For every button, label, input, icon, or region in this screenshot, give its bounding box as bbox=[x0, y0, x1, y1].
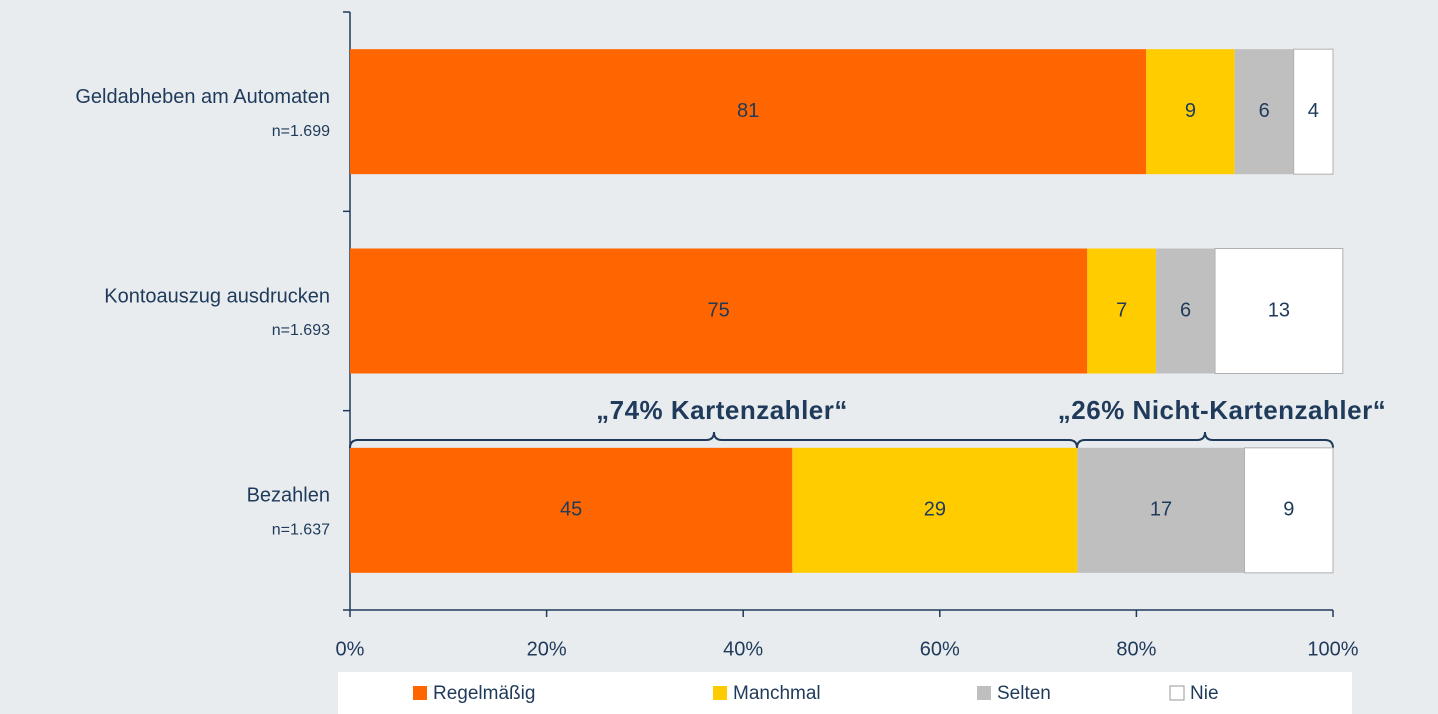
x-tick-label: 60% bbox=[920, 638, 960, 660]
value-label: 75 bbox=[708, 299, 730, 321]
bar-segment bbox=[1214, 248, 1344, 374]
x-tick-label: 40% bbox=[723, 638, 763, 660]
value-label: 6 bbox=[1259, 100, 1270, 122]
x-tick-label: 0% bbox=[336, 638, 365, 660]
value-label: 17 bbox=[1150, 499, 1172, 521]
category-label: Kontoauszug ausdrucken bbox=[104, 285, 330, 307]
legend-label: Selten bbox=[997, 683, 1051, 704]
bar-segment bbox=[350, 447, 793, 573]
value-label: 13 bbox=[1268, 299, 1290, 321]
annotation: „26% Nicht-Kartenzahler“ bbox=[1058, 395, 1386, 425]
sample-size: n=1.637 bbox=[272, 522, 330, 539]
bar-segment bbox=[350, 248, 1088, 374]
value-label: 9 bbox=[1283, 499, 1294, 521]
bar-segment bbox=[1077, 447, 1245, 573]
sample-size: n=1.699 bbox=[272, 123, 330, 140]
legend-swatch bbox=[1169, 685, 1185, 701]
bar-segment bbox=[792, 447, 1078, 573]
bar-segment bbox=[1244, 447, 1334, 574]
legend-swatch bbox=[413, 686, 427, 700]
legend-label: Regelmäßig bbox=[433, 683, 535, 704]
bar-segment bbox=[1146, 49, 1235, 175]
value-label: 29 bbox=[924, 499, 946, 521]
value-label: 7 bbox=[1116, 299, 1127, 321]
bar-segment bbox=[1156, 248, 1216, 374]
bar-segment bbox=[1234, 49, 1294, 175]
legend-swatch bbox=[713, 686, 727, 700]
x-tick-label: 80% bbox=[1116, 638, 1156, 660]
value-label: 45 bbox=[560, 499, 582, 521]
value-label: 4 bbox=[1308, 100, 1319, 122]
sample-size: n=1.693 bbox=[272, 322, 330, 339]
brace bbox=[349, 431, 1078, 449]
category-label: Geldabheben am Automaten bbox=[75, 86, 330, 108]
annotation: „74% Kartenzahler“ bbox=[596, 395, 848, 425]
value-label: 6 bbox=[1180, 299, 1191, 321]
category-label: Bezahlen bbox=[247, 485, 330, 507]
bar-segment bbox=[1293, 48, 1334, 175]
x-tick-label: 100% bbox=[1307, 638, 1358, 660]
bar-segment bbox=[350, 49, 1147, 175]
legend-label: Nie bbox=[1190, 683, 1219, 704]
bar-segment bbox=[1087, 248, 1157, 374]
value-label: 81 bbox=[737, 100, 759, 122]
x-tick-label: 20% bbox=[527, 638, 567, 660]
brace bbox=[1076, 431, 1334, 449]
legend-swatch bbox=[977, 686, 991, 700]
legend-label: Manchmal bbox=[733, 683, 821, 704]
value-label: 9 bbox=[1185, 100, 1196, 122]
